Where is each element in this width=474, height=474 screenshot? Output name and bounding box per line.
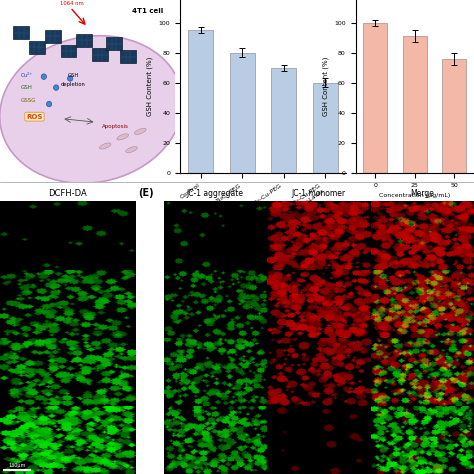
- Text: ROS: ROS: [27, 114, 43, 119]
- Bar: [403, 36, 427, 173]
- X-axis label: Concentration (μg/mL): Concentration (μg/mL): [379, 193, 450, 198]
- Bar: [271, 68, 296, 173]
- Text: 1064 nm: 1064 nm: [60, 1, 83, 7]
- FancyBboxPatch shape: [106, 37, 122, 50]
- FancyBboxPatch shape: [29, 41, 45, 54]
- Y-axis label: GSH Content (%): GSH Content (%): [147, 57, 153, 116]
- Ellipse shape: [135, 128, 146, 135]
- Text: Cu²⁺: Cu²⁺: [21, 73, 33, 78]
- Text: Control: Control: [147, 227, 152, 245]
- Text: Ti₃C₂-Cu-PEG: Ti₃C₂-Cu-PEG: [147, 288, 152, 319]
- Text: Ti₃C₂-PEG+Laser: Ti₃C₂-PEG+Laser: [147, 352, 152, 392]
- FancyBboxPatch shape: [13, 26, 29, 39]
- Text: GSSG: GSSG: [21, 98, 36, 103]
- Ellipse shape: [126, 146, 137, 153]
- Text: Apoptosis: Apoptosis: [102, 124, 128, 129]
- Circle shape: [41, 74, 46, 79]
- Ellipse shape: [117, 134, 128, 140]
- Text: JC-1 aggregate: JC-1 aggregate: [187, 190, 244, 198]
- FancyBboxPatch shape: [45, 30, 61, 43]
- Bar: [189, 30, 213, 173]
- Bar: [313, 83, 337, 173]
- Text: 4T1 cell: 4T1 cell: [131, 8, 163, 14]
- Circle shape: [67, 76, 73, 81]
- Circle shape: [46, 101, 52, 107]
- Text: GSH: GSH: [68, 73, 79, 78]
- Y-axis label: GSH Content (%): GSH Content (%): [322, 57, 328, 116]
- FancyBboxPatch shape: [76, 34, 92, 46]
- Text: DCFH-DA: DCFH-DA: [48, 190, 87, 198]
- Text: GSH: GSH: [21, 85, 33, 91]
- Circle shape: [54, 85, 59, 91]
- FancyBboxPatch shape: [120, 50, 136, 63]
- Bar: [364, 23, 387, 173]
- Text: 130μm: 130μm: [9, 463, 26, 467]
- FancyBboxPatch shape: [61, 45, 76, 57]
- Text: JC-1 monomer: JC-1 monomer: [292, 190, 346, 198]
- Ellipse shape: [0, 36, 182, 183]
- Text: Merge: Merge: [410, 190, 434, 198]
- FancyBboxPatch shape: [92, 48, 108, 61]
- Bar: [230, 53, 255, 173]
- Bar: [442, 59, 466, 173]
- Text: depletion: depletion: [61, 82, 86, 87]
- Ellipse shape: [100, 143, 111, 149]
- Text: (E): (E): [138, 188, 154, 198]
- Text: Ti₃C₂-Cu-PEG+Laser: Ti₃C₂-Cu-PEG+Laser: [147, 416, 152, 465]
